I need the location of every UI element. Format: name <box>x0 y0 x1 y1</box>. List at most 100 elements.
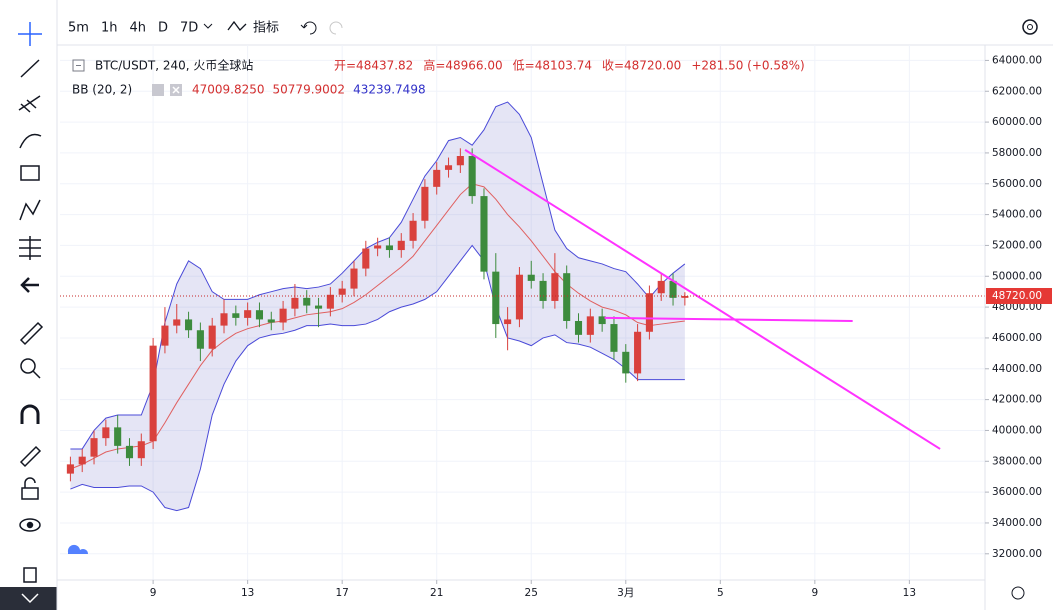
y-tick-label: 32000.00 <box>992 548 1042 560</box>
candle-body <box>244 310 252 318</box>
candle-body <box>622 351 630 374</box>
legend: 开=48437.82 高=48966.00 低=48103.74 收=48720.00… <box>192 58 805 97</box>
y-tick-label: 50000.00 <box>992 270 1042 282</box>
collapse-legend[interactable] <box>72 59 85 72</box>
indicator-remove <box>172 86 180 94</box>
indicator-value: 47009.8250 <box>192 83 265 97</box>
y-tick-label: 62000.00 <box>992 85 1042 97</box>
dropdown-icon[interactable] <box>203 23 213 29</box>
y-tick-label: 52000.00 <box>992 239 1042 251</box>
pattern-tool[interactable] <box>19 199 41 221</box>
trend-line[interactable] <box>464 148 941 450</box>
candle-body <box>444 165 453 170</box>
candle-body <box>669 280 677 298</box>
lock-tool[interactable] <box>24 477 36 488</box>
candle-body <box>397 240 405 251</box>
candle-body <box>78 456 86 465</box>
candle-body <box>657 280 665 294</box>
indicator-name: BB (20, 2) <box>72 83 132 97</box>
ohlc-value: 开=48437.82 <box>334 59 413 73</box>
candle-body <box>634 331 642 374</box>
candle-body <box>456 156 464 166</box>
text-tool[interactable] <box>20 165 40 181</box>
zoom-tool[interactable] <box>32 370 41 379</box>
indicator-visibility[interactable] <box>152 84 164 96</box>
x-tick-label: 21 <box>430 587 443 599</box>
x-tick-label: 9 <box>811 587 818 599</box>
settings-button[interactable] <box>1022 19 1038 35</box>
candle-body <box>350 268 358 289</box>
y-tick-label: 48000.00 <box>992 301 1042 313</box>
prediction-tool[interactable] <box>19 236 41 260</box>
eye-tool[interactable] <box>26 521 34 529</box>
candle-body <box>551 273 559 301</box>
interval-button[interactable]: 5m <box>68 21 89 36</box>
logo <box>67 544 88 554</box>
candle-body <box>574 320 583 335</box>
candle-body <box>563 273 571 321</box>
interval-button[interactable]: 1h <box>101 21 118 36</box>
y-tick-label: 46000.00 <box>992 332 1042 344</box>
top-bar: 5m 1h 4h D 7D <box>68 21 198 36</box>
candle-body <box>291 297 299 309</box>
trend-line[interactable] <box>604 316 853 322</box>
settings-button <box>1027 24 1033 30</box>
ohlc-value: 低=48103.74 <box>513 59 592 73</box>
y-tick-label: 40000.00 <box>992 424 1042 436</box>
trash-tool[interactable] <box>23 567 37 583</box>
ohlc-value: 高=48966.00 <box>423 58 502 73</box>
band-fill <box>70 102 685 511</box>
x-tick-label: 3月 <box>617 587 634 599</box>
candle-body <box>409 220 417 241</box>
eye-tool[interactable] <box>19 518 41 532</box>
ohlc-value: 收=48720.00 <box>602 59 681 73</box>
line-tool[interactable] <box>20 59 40 78</box>
candle-body <box>232 313 240 318</box>
candle-body <box>492 271 500 325</box>
lock-draw-tool[interactable] <box>19 445 42 468</box>
y-tick-label: 54000.00 <box>992 209 1042 221</box>
magnet-tool[interactable] <box>20 404 40 424</box>
last-price-badge <box>986 288 1052 305</box>
candle-body <box>433 169 441 187</box>
candle-body <box>303 297 311 306</box>
candle-body <box>326 294 334 309</box>
candle-body <box>598 316 606 325</box>
redo-button[interactable] <box>329 21 343 35</box>
x-tick-label: 17 <box>335 587 348 599</box>
candle-body <box>681 296 689 298</box>
interval-button[interactable]: 4h <box>129 21 146 36</box>
lock-tool[interactable] <box>21 487 39 500</box>
fib-tool[interactable] <box>18 95 41 113</box>
collapse-button[interactable] <box>0 587 57 610</box>
axis-settings[interactable] <box>1011 586 1025 600</box>
candle-body <box>267 319 275 323</box>
undo-button[interactable] <box>300 21 317 35</box>
brush-tool[interactable] <box>19 133 42 149</box>
candle-body <box>90 438 98 457</box>
y-tick-label: 36000.00 <box>992 486 1042 498</box>
zoom-tool[interactable] <box>20 358 36 374</box>
candle-body <box>114 427 122 446</box>
interval-button[interactable]: 7D <box>180 21 198 36</box>
back-tool[interactable] <box>20 277 39 293</box>
y-tick-label: 56000.00 <box>992 178 1042 190</box>
candle-body <box>255 310 264 320</box>
symbol[interactable]: BTC/USDT, 240, 火币全球站 <box>95 58 253 73</box>
candle-body <box>338 288 346 295</box>
candle-body <box>315 305 323 309</box>
candle-body <box>173 319 181 326</box>
plot <box>60 45 985 580</box>
interval-button[interactable]: D <box>158 21 168 36</box>
measure-tool[interactable] <box>19 321 44 346</box>
candle-body <box>185 319 193 331</box>
indicator-icon[interactable] <box>227 20 247 31</box>
indicator-button[interactable]: 指标 <box>253 21 279 36</box>
x-tick-label: 13 <box>903 587 916 599</box>
x-tick-label: 13 <box>241 587 254 599</box>
indicator-value: 43239.7498 <box>353 83 426 97</box>
indicator-value: 50779.9002 <box>273 83 346 97</box>
candle-body <box>196 330 204 349</box>
